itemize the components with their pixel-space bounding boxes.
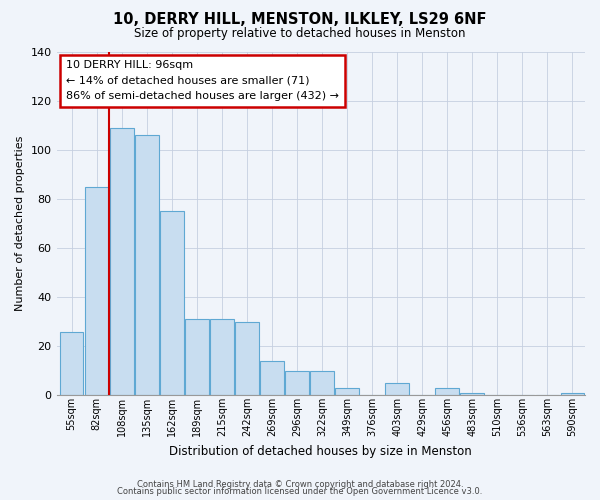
Text: Contains HM Land Registry data © Crown copyright and database right 2024.: Contains HM Land Registry data © Crown c… xyxy=(137,480,463,489)
Bar xyxy=(85,186,109,396)
Bar xyxy=(59,332,83,396)
Bar xyxy=(135,135,158,396)
Bar xyxy=(210,320,234,396)
Bar xyxy=(335,388,359,396)
Text: 10 DERRY HILL: 96sqm
← 14% of detached houses are smaller (71)
86% of semi-detac: 10 DERRY HILL: 96sqm ← 14% of detached h… xyxy=(66,60,339,102)
Bar xyxy=(160,211,184,396)
Text: Size of property relative to detached houses in Menston: Size of property relative to detached ho… xyxy=(134,26,466,40)
Bar xyxy=(460,393,484,396)
Bar xyxy=(285,371,309,396)
X-axis label: Distribution of detached houses by size in Menston: Distribution of detached houses by size … xyxy=(169,444,472,458)
Bar xyxy=(310,371,334,396)
Bar xyxy=(385,383,409,396)
Bar xyxy=(436,388,459,396)
Bar xyxy=(110,128,134,396)
Bar xyxy=(235,322,259,396)
Y-axis label: Number of detached properties: Number of detached properties xyxy=(15,136,25,311)
Bar xyxy=(560,393,584,396)
Bar xyxy=(260,361,284,396)
Bar xyxy=(185,320,209,396)
Text: Contains public sector information licensed under the Open Government Licence v3: Contains public sector information licen… xyxy=(118,488,482,496)
Text: 10, DERRY HILL, MENSTON, ILKLEY, LS29 6NF: 10, DERRY HILL, MENSTON, ILKLEY, LS29 6N… xyxy=(113,12,487,28)
